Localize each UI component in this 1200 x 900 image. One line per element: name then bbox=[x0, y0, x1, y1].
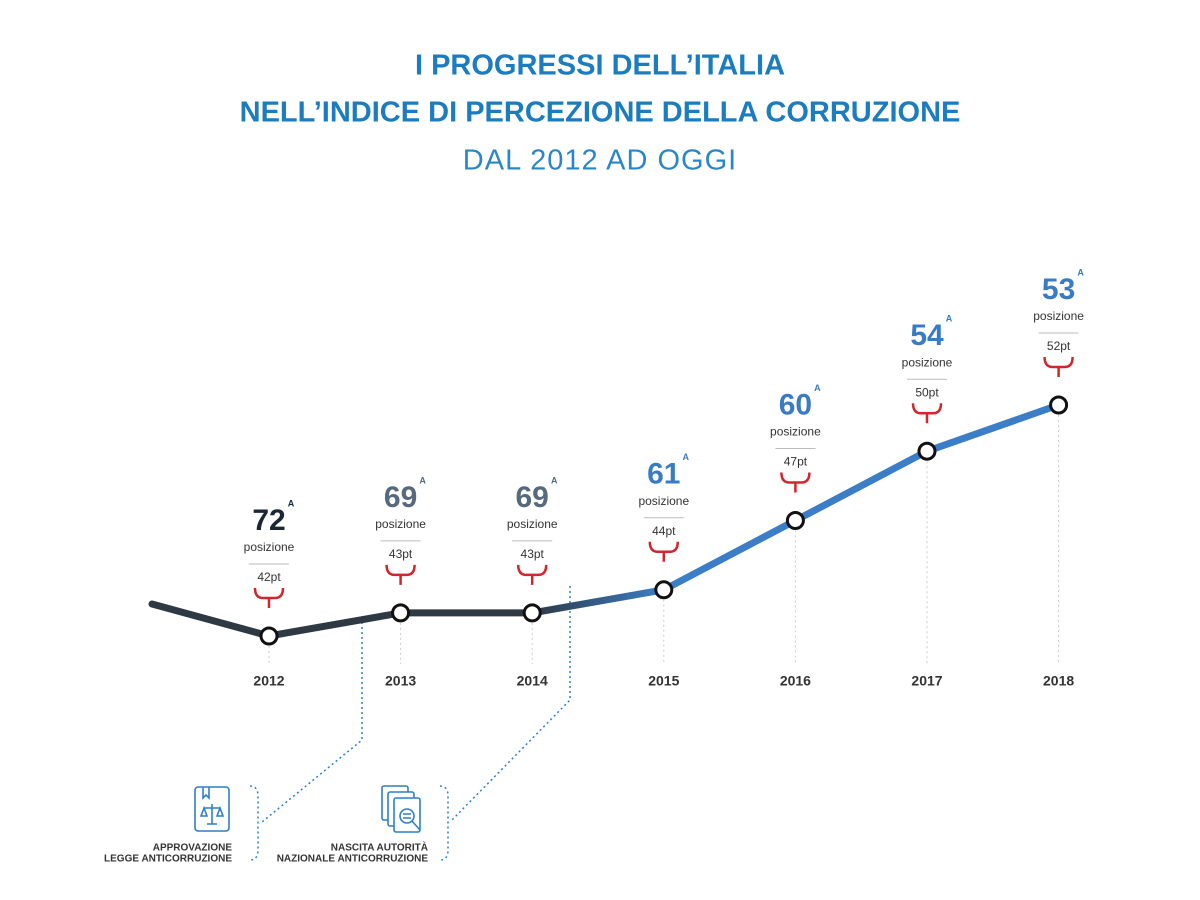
bracket bbox=[780, 472, 811, 493]
rank: 54 bbox=[910, 319, 944, 352]
rank-caption: posizione bbox=[507, 517, 558, 531]
rank-caption: posizione bbox=[902, 355, 953, 369]
value-label: 44pt bbox=[652, 524, 676, 538]
brace bbox=[439, 785, 449, 861]
connector bbox=[261, 622, 363, 823]
rank-caption: posizione bbox=[1033, 309, 1084, 323]
bracket bbox=[516, 564, 548, 585]
point bbox=[917, 441, 937, 461]
rank-suffix: A bbox=[551, 475, 558, 485]
value-label: 43pt bbox=[521, 547, 545, 561]
value-label: 47pt bbox=[784, 455, 808, 469]
annotation-connectors bbox=[249, 586, 571, 861]
rank-suffix: A bbox=[683, 452, 690, 462]
x-tick-label: 2017 bbox=[911, 673, 942, 689]
bracket bbox=[253, 587, 285, 608]
x-tick-label: 2018 bbox=[1043, 673, 1074, 689]
rank: 53 bbox=[1042, 273, 1075, 306]
icon-law bbox=[194, 786, 230, 832]
x-tick-label: 2012 bbox=[253, 673, 284, 689]
point bbox=[259, 626, 279, 646]
value-label: 42pt bbox=[257, 570, 281, 584]
bracket bbox=[911, 403, 943, 424]
point bbox=[522, 603, 542, 623]
annotation: APPROVAZIONE bbox=[153, 843, 233, 854]
rank-suffix: A bbox=[419, 475, 426, 485]
point bbox=[785, 511, 805, 530]
rank-caption: posizione bbox=[375, 517, 426, 531]
annotation: LEGGE ANTICORRUZIONE bbox=[104, 854, 232, 865]
rank: 69 bbox=[516, 481, 549, 514]
line-lead bbox=[148, 600, 273, 640]
rank-caption: posizione bbox=[770, 425, 821, 439]
value-label: 52pt bbox=[1047, 339, 1071, 353]
rank-caption: posizione bbox=[244, 540, 295, 554]
point bbox=[391, 603, 411, 623]
annotation: NAZIONALE ANTICORRUZIONE bbox=[277, 854, 429, 865]
bracket bbox=[1043, 356, 1074, 377]
title-line: I PROGRESSI DELL’ITALIA bbox=[415, 50, 785, 82]
rank-caption: posizione bbox=[638, 494, 689, 508]
rank-suffix: A bbox=[946, 314, 953, 324]
annotation: NASCITA AUTORITÀ bbox=[331, 841, 428, 854]
x-tick-label: 2016 bbox=[780, 673, 811, 689]
rank-suffix: A bbox=[1077, 267, 1084, 277]
rank: 69 bbox=[384, 481, 417, 514]
brace bbox=[249, 785, 259, 861]
rank: 72 bbox=[252, 504, 285, 537]
x-tick-label: 2014 bbox=[517, 673, 548, 689]
x-tick-label: 2013 bbox=[385, 673, 416, 689]
value-label: 43pt bbox=[389, 547, 413, 561]
bracket bbox=[648, 541, 680, 562]
point bbox=[1049, 395, 1069, 415]
icon-authority bbox=[381, 785, 421, 833]
bracket bbox=[385, 564, 416, 585]
title-line: NELL’INDICE DI PERCEZIONE DELLA CORRUZIO… bbox=[240, 97, 961, 129]
value-label: 50pt bbox=[915, 385, 939, 399]
rank-suffix: A bbox=[288, 498, 295, 508]
point bbox=[654, 580, 674, 600]
connector bbox=[449, 586, 571, 823]
x-tick-label: 2015 bbox=[648, 673, 679, 689]
rank-suffix: A bbox=[814, 383, 821, 393]
rank: 60 bbox=[779, 388, 812, 421]
rank: 61 bbox=[647, 458, 680, 491]
subtitle: DAL 2012 AD OGGI bbox=[463, 145, 737, 177]
